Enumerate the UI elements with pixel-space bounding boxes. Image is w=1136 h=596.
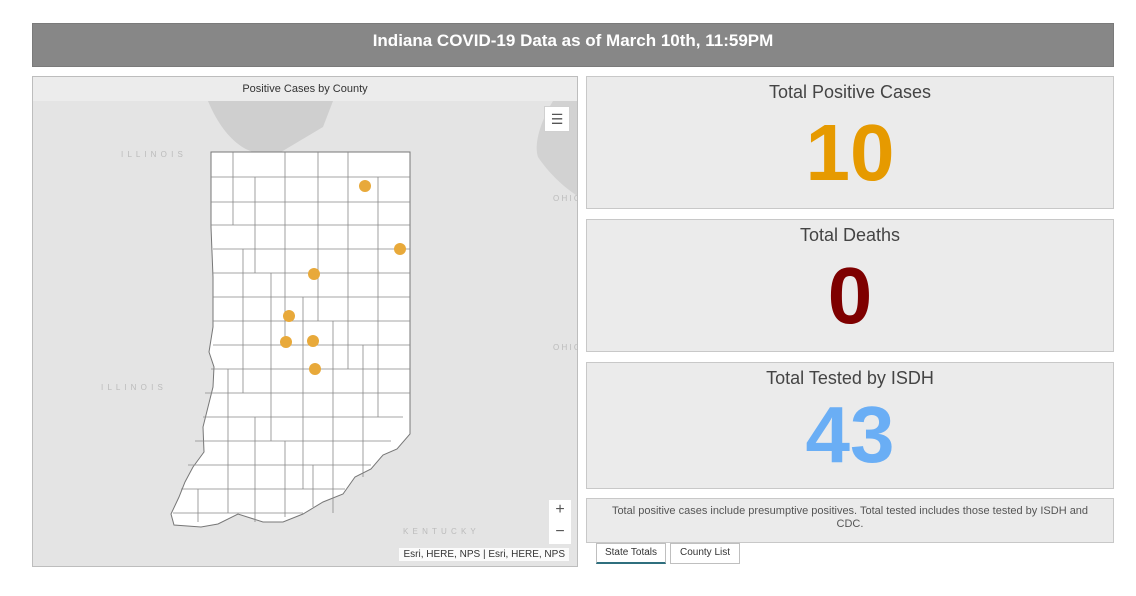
map-title: Positive Cases by County: [33, 77, 577, 101]
case-marker[interactable]: [309, 363, 321, 375]
tab-state-totals[interactable]: State Totals: [596, 543, 666, 564]
case-marker[interactable]: [394, 243, 406, 255]
county-map-panel[interactable]: I L L I N O I S I L L I N O I S O H I O …: [32, 76, 578, 567]
total-deaths-card: Total Deaths 0: [586, 219, 1114, 352]
total-tested-value: 43: [805, 390, 895, 479]
dashboard-header: Indiana COVID-19 Data as of March 10th, …: [32, 23, 1114, 67]
svg-text:I L L I N O I S: I L L I N O I S: [121, 150, 184, 159]
map-attribution: Esri, HERE, NPS | Esri, HERE, NPS: [399, 548, 569, 561]
total-deaths-value: 0: [827, 251, 873, 340]
legend-list-icon[interactable]: ☰: [544, 106, 570, 132]
case-marker[interactable]: [307, 335, 319, 347]
svg-text:I L L I N O I S: I L L I N O I S: [101, 383, 164, 392]
total-tested-card: Total Tested by ISDH 43: [586, 362, 1114, 489]
indiana-map[interactable]: I L L I N O I S I L L I N O I S O H I O …: [33, 77, 578, 567]
lake-michigan: [208, 101, 333, 155]
tab-county-list[interactable]: County List: [670, 543, 740, 564]
case-marker[interactable]: [283, 310, 295, 322]
svg-text:O H I O: O H I O: [553, 194, 578, 203]
total-deaths-title: Total Deaths: [799, 225, 901, 245]
zoom-out-button[interactable]: −: [549, 522, 571, 544]
total-tested-title: Total Tested by ISDH: [766, 368, 934, 388]
case-marker[interactable]: [280, 336, 292, 348]
case-marker[interactable]: [308, 268, 320, 280]
svg-text:O H I O: O H I O: [553, 343, 578, 352]
county-borders: [173, 152, 410, 522]
dashboard-title: Indiana COVID-19 Data as of March 10th, …: [372, 31, 774, 50]
data-note: Total positive cases include presumptive…: [586, 498, 1114, 543]
case-marker[interactable]: [359, 180, 371, 192]
total-positive-cases-title: Total Positive Cases: [768, 82, 932, 102]
total-positive-cases-value: 10: [805, 108, 895, 197]
svg-text:K E N T U C K Y: K E N T U C K Y: [403, 527, 477, 536]
total-positive-cases-card: Total Positive Cases 10: [586, 76, 1114, 209]
zoom-in-button[interactable]: +: [549, 500, 571, 523]
